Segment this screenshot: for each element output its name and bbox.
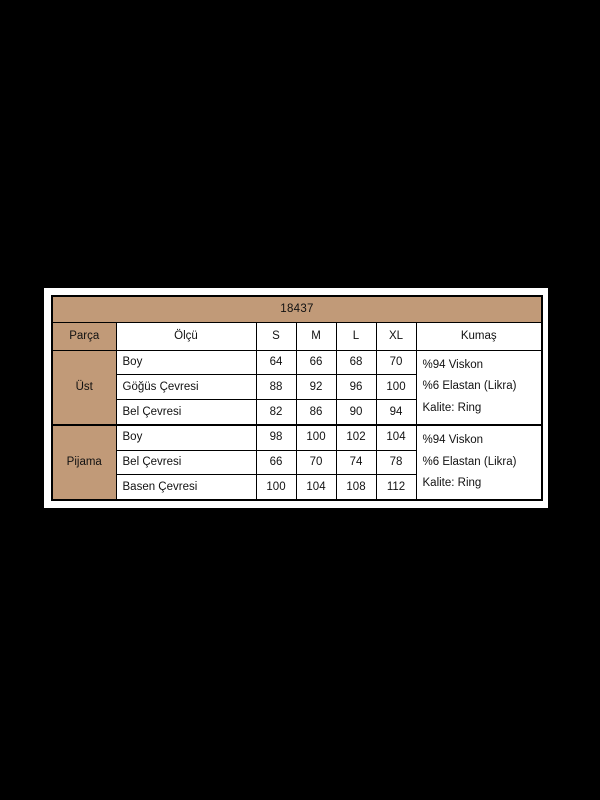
size-value: 88 (255, 374, 297, 400)
group-label-ust: Üst (51, 349, 117, 426)
measure-label: Boy (115, 349, 257, 376)
size-value: 74 (335, 449, 377, 476)
size-value: 104 (375, 423, 417, 451)
measure-label: Bel Çevresi (115, 398, 257, 426)
size-value: 90 (335, 398, 377, 426)
size-chart-table: 18437 Parça Ölçü S M L XL Kumaş Üst Boy … (51, 295, 544, 501)
table-row: Bel Çevresi 82 86 90 94 (52, 398, 542, 426)
size-value: 108 (335, 474, 377, 501)
chart-title: 18437 (51, 295, 543, 323)
column-header-fabric: Kumaş (415, 321, 543, 351)
size-value: 104 (295, 474, 337, 501)
fabric-info-ust: %94 Viskon %6 Elastan (Likra) Kalite: Ri… (415, 349, 543, 426)
column-header-size-m: M (295, 321, 337, 351)
measure-label: Bel Çevresi (115, 449, 257, 476)
table-row: Göğüs Çevresi 88 92 96 100 (52, 374, 542, 400)
size-value: 82 (255, 398, 297, 426)
size-value: 86 (295, 398, 337, 426)
size-value: 102 (335, 423, 377, 451)
fabric-line: Kalite: Ring (422, 476, 482, 489)
size-value: 66 (295, 349, 337, 376)
size-value: 96 (335, 374, 377, 400)
size-value: 100 (375, 374, 417, 400)
measure-label: Basen Çevresi (115, 474, 257, 501)
size-value: 112 (375, 474, 417, 501)
column-header-part: Parça (51, 321, 117, 351)
size-value: 64 (255, 349, 297, 376)
table-row: Pijama Boy 98 100 102 104 %94 Viskon %6 … (51, 423, 543, 501)
fabric-line: %94 Viskon (422, 434, 484, 447)
size-value: 68 (335, 349, 377, 376)
size-value: 100 (255, 474, 297, 501)
column-header-measure: Ölçü (115, 321, 257, 351)
table-title-row: 18437 (51, 295, 543, 323)
column-header-size-s: S (255, 321, 297, 351)
size-value: 70 (295, 449, 337, 476)
table-header-row: Parça Ölçü S M L XL Kumaş (51, 321, 543, 351)
column-header-size-l: L (335, 321, 377, 351)
group-label-pijama: Pijama (51, 423, 117, 501)
size-value: 100 (295, 423, 337, 451)
table-row: Basen Çevresi 100 104 108 112 (52, 474, 542, 501)
table-row: Bel Çevresi 66 70 74 78 (52, 449, 542, 476)
fabric-info-pijama: %94 Viskon %6 Elastan (Likra) Kalite: Ri… (415, 423, 543, 501)
column-header-size-xl: XL (375, 321, 417, 351)
size-value: 98 (255, 423, 297, 451)
size-value: 94 (375, 398, 417, 426)
size-value: 92 (295, 374, 337, 400)
fabric-line: %6 Elastan (Likra) (422, 455, 517, 468)
size-value: 66 (255, 449, 297, 476)
fabric-line: Kalite: Ring (422, 401, 482, 414)
measure-label: Boy (115, 423, 257, 451)
size-value: 70 (375, 349, 417, 376)
fabric-line: %94 Viskon (422, 359, 484, 372)
size-chart-card: 18437 Parça Ölçü S M L XL Kumaş Üst Boy … (44, 288, 548, 508)
table-row: Üst Boy 64 66 68 70 %94 Viskon %6 Elasta… (51, 349, 543, 426)
size-value: 78 (375, 449, 417, 476)
measure-label: Göğüs Çevresi (115, 374, 257, 400)
fabric-line: %6 Elastan (Likra) (422, 380, 517, 393)
